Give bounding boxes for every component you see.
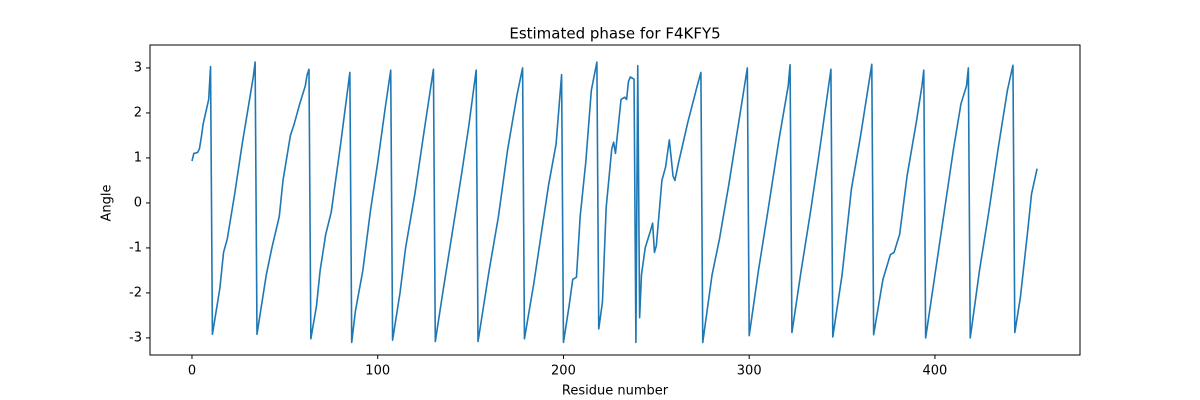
x-tick-label: 300 xyxy=(737,364,762,379)
y-axis-label: Angle xyxy=(100,185,115,222)
x-tick-label: 0 xyxy=(188,364,196,379)
x-tick-label: 100 xyxy=(365,364,390,379)
y-tick-label: 1 xyxy=(134,150,142,165)
data-line xyxy=(191,61,1038,344)
y-tick-label: -1 xyxy=(129,240,142,255)
y-tick-label: 0 xyxy=(134,195,142,210)
plot-frame xyxy=(149,44,1081,356)
x-tick-label: 200 xyxy=(551,364,576,379)
y-tick-label: -2 xyxy=(129,285,142,300)
y-tick-label: -3 xyxy=(129,330,142,345)
x-axis-label: Residue number xyxy=(562,384,669,399)
x-tick-label: 400 xyxy=(923,364,948,379)
chart-title: Estimated phase for F4KFY5 xyxy=(509,25,720,43)
y-tick-label: 3 xyxy=(134,60,142,75)
y-tick-label: 2 xyxy=(134,105,142,120)
